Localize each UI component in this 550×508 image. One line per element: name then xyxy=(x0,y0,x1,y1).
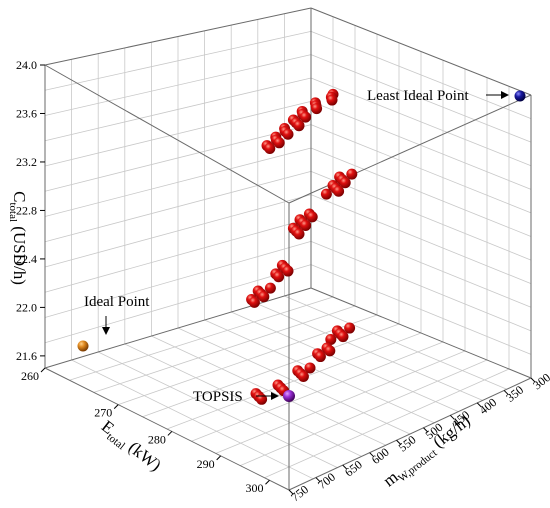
y-tick-mark xyxy=(342,464,348,470)
x-tick-mark xyxy=(216,455,222,461)
least-ideal-point-label: Least Ideal Point xyxy=(367,88,469,104)
annotations: Ideal Point Least Ideal Point TOPSIS xyxy=(84,88,509,405)
z-tick-label: 23.6 xyxy=(16,106,37,120)
least-ideal-point xyxy=(514,90,526,102)
data-point xyxy=(264,143,276,154)
z-tick-label: 22.4 xyxy=(16,252,37,266)
ideal-point xyxy=(77,340,89,352)
axis-edge xyxy=(288,94,532,204)
data-point xyxy=(293,120,305,132)
data-point xyxy=(282,128,294,140)
y-tick-mark xyxy=(476,402,482,408)
z-tick-label: 21.6 xyxy=(16,349,37,363)
y-tick-mark xyxy=(423,427,428,433)
x-tick-label: 300 xyxy=(245,481,263,495)
data-point xyxy=(273,137,285,149)
data-point xyxy=(339,177,351,189)
z-axis-title: Ctotal (USD/h) xyxy=(7,191,29,285)
data-point xyxy=(324,345,336,357)
data-point xyxy=(264,282,276,294)
data-point xyxy=(304,362,316,374)
grid-line xyxy=(257,303,483,401)
data-point xyxy=(297,371,309,382)
data-point xyxy=(337,331,349,343)
x-tick-label: 290 xyxy=(197,457,215,471)
grid-line xyxy=(264,368,510,479)
y-axis-title: mW,product (kg/h) xyxy=(379,411,475,493)
x-tick-mark xyxy=(265,479,270,485)
axis-edge xyxy=(44,367,290,491)
topsis-label: TOPSIS xyxy=(193,389,243,405)
y-tick-mark xyxy=(396,439,401,445)
axis-edge xyxy=(310,287,532,379)
data-point xyxy=(306,211,318,223)
y-tick-mark xyxy=(288,489,294,495)
y-tick-mark xyxy=(503,390,509,395)
data-point xyxy=(256,393,268,405)
y-tick-mark xyxy=(369,452,375,458)
data-point xyxy=(300,111,312,123)
data-point xyxy=(293,228,305,240)
z-tick-label: 22.0 xyxy=(16,300,37,314)
x-tick-label: 260 xyxy=(21,369,39,383)
y-tick-label: 400 xyxy=(476,395,499,417)
y-tick-label: 650 xyxy=(342,457,365,479)
grid-line xyxy=(191,341,444,442)
x-tick-mark xyxy=(40,367,46,373)
data-point xyxy=(326,94,338,106)
ideal-point-label: Ideal Point xyxy=(84,294,150,310)
data-point xyxy=(258,291,270,303)
y-tick-label: 750 xyxy=(288,482,311,504)
grid-line xyxy=(284,295,507,390)
z-tick-label: 23.2 xyxy=(16,155,37,169)
y-tick-label: 300 xyxy=(530,370,550,392)
data-point xyxy=(300,219,312,231)
data-points xyxy=(77,88,526,405)
z-tick-label: 22.8 xyxy=(16,203,37,217)
y-tick-label: 350 xyxy=(503,383,526,405)
grid-line xyxy=(166,332,422,430)
axis-edge xyxy=(288,377,532,491)
grid-line xyxy=(231,311,459,412)
y-tick-mark xyxy=(315,477,321,482)
x-tick-mark xyxy=(167,431,173,436)
data-point xyxy=(344,322,356,334)
axis-edge xyxy=(44,7,312,66)
data-point xyxy=(282,265,294,277)
data-point xyxy=(346,168,358,180)
y-tick-label: 700 xyxy=(315,470,338,492)
axis-edge xyxy=(310,7,532,96)
y-tick-label: 550 xyxy=(396,432,419,454)
grid-line xyxy=(215,350,466,454)
x-axis-title: Etotal (kW) xyxy=(96,417,165,477)
x-tick-label: 270 xyxy=(94,406,112,420)
data-point xyxy=(333,185,345,197)
data-point xyxy=(311,103,323,115)
z-tick-label: 24.0 xyxy=(16,58,37,72)
topsis-point xyxy=(283,390,295,402)
y-tick-mark xyxy=(530,377,536,383)
data-point xyxy=(248,296,260,308)
grid xyxy=(44,13,532,480)
y-tick-label: 600 xyxy=(369,445,392,467)
grid-line xyxy=(204,319,435,424)
x-tick-mark xyxy=(113,404,119,409)
data-point xyxy=(325,333,337,345)
y-tick-mark xyxy=(449,414,455,420)
data-point xyxy=(273,271,285,283)
data-point xyxy=(314,351,326,363)
axis-edge xyxy=(44,64,290,204)
grid-line xyxy=(240,359,488,466)
x-tick-label: 280 xyxy=(148,432,166,446)
data-point xyxy=(320,188,332,200)
